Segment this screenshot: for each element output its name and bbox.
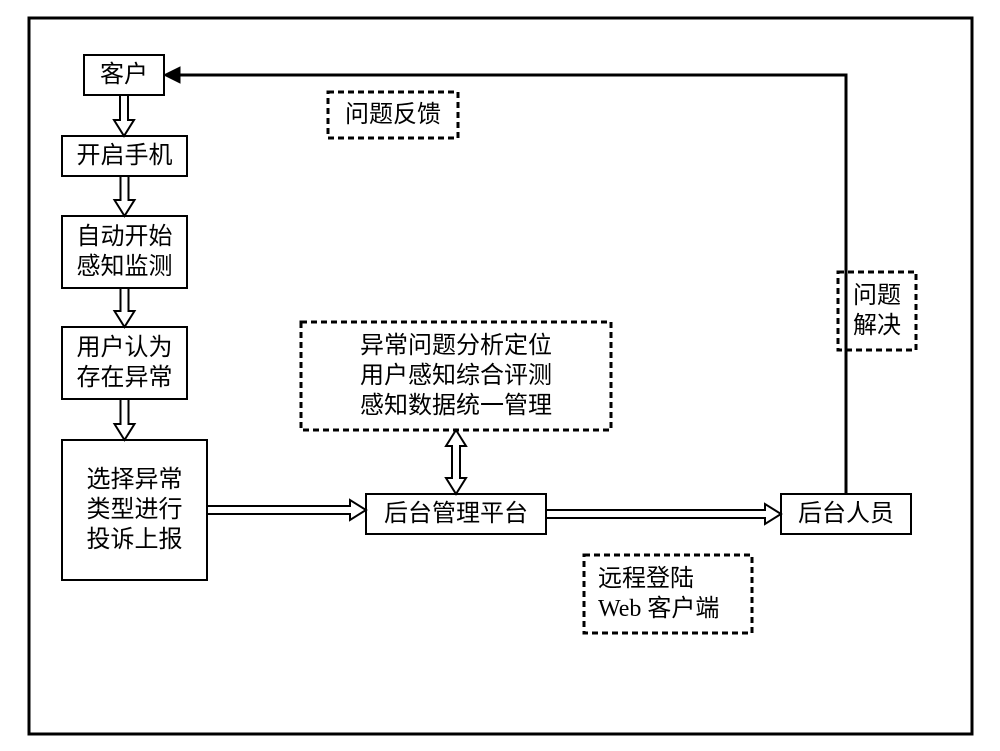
node-solve-line-0: 问题 [853,282,901,309]
node-select_rep: 选择异常类型进行投诉上报 [62,440,207,580]
node-feedback-line-0: 问题反馈 [345,101,441,128]
node-auto_start: 自动开始感知监测 [62,216,187,288]
node-analysis-line-1: 用户感知综合评测 [360,362,552,389]
node-select_rep-line-1: 类型进行 [87,496,183,523]
node-auto_start-line-1: 感知监测 [77,253,173,280]
node-user_sees: 用户认为存在异常 [62,327,187,399]
node-platform-line-0: 后台管理平台 [384,500,528,527]
node-user_sees-line-0: 用户认为 [77,334,173,361]
node-remote-line-1: Web 客户端 [598,595,719,622]
node-open_phone: 开启手机 [62,136,187,176]
node-customer: 客户 [84,55,164,95]
node-analysis-line-2: 感知数据统一管理 [360,392,552,419]
node-analysis-line-0: 异常问题分析定位 [360,332,552,359]
node-open_phone-line-0: 开启手机 [77,142,173,169]
node-user_sees-line-1: 存在异常 [77,364,173,391]
node-select_rep-line-0: 选择异常 [87,466,183,493]
node-staff-line-0: 后台人员 [798,500,894,527]
diagram-canvas: 客户开启手机自动开始感知监测用户认为存在异常选择异常类型进行投诉上报 后台管理平台… [0,0,1000,751]
node-customer-line-0: 客户 [100,61,148,88]
node-remote-line-0: 远程登陆 [598,565,694,592]
node-solve-line-1: 解决 [853,312,901,339]
node-staff: 后台人员 [781,494,911,534]
node-platform: 后台管理平台 [366,494,546,534]
node-select_rep-line-2: 投诉上报 [87,526,183,553]
node-auto_start-line-0: 自动开始 [77,223,173,250]
